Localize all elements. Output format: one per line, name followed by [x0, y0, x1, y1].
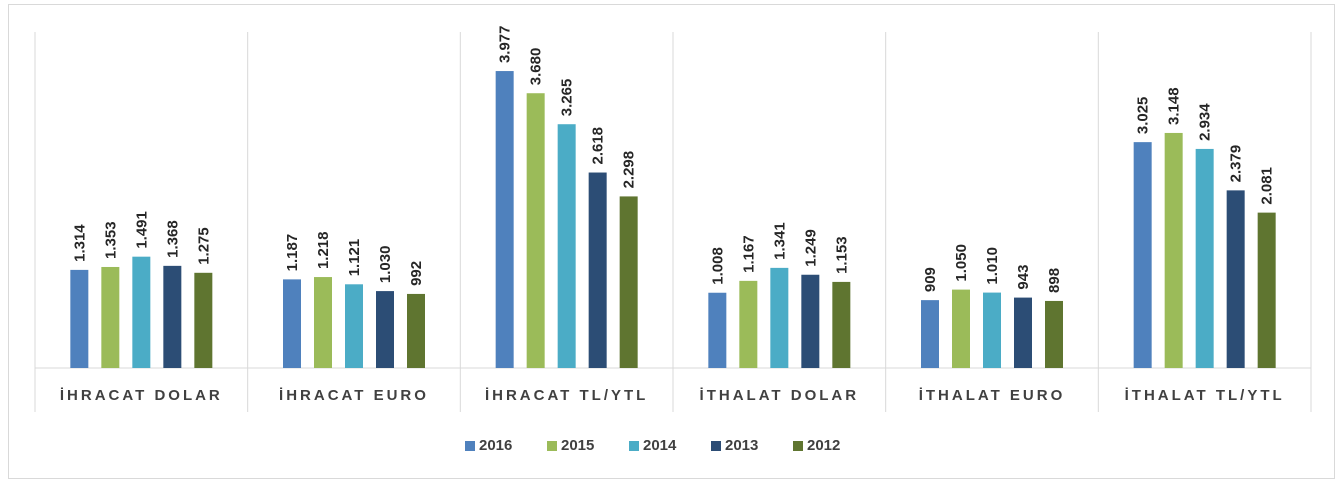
- value-label: 1.368: [164, 220, 181, 258]
- bar: [1195, 148, 1214, 368]
- bar: [194, 272, 213, 368]
- value-label: 992: [408, 261, 425, 286]
- x-tick-label: İTHALAT TL/YTL: [1125, 387, 1285, 404]
- x-tick-label: İTHALAT EURO: [919, 387, 1066, 404]
- x-tick-label: İHRACAT TL/YTL: [485, 387, 648, 404]
- legend-label: 2013: [725, 437, 758, 454]
- bar: [801, 274, 820, 368]
- bar: [708, 292, 727, 368]
- bar: [832, 281, 851, 368]
- value-label: 3.265: [559, 79, 576, 117]
- bar: [1045, 300, 1063, 368]
- bar: [132, 256, 151, 368]
- value-label: 2.081: [1259, 167, 1276, 205]
- value-label: 1.050: [953, 244, 970, 282]
- value-label: 1.314: [71, 224, 88, 262]
- bar: [983, 292, 1001, 368]
- bar: [163, 265, 182, 368]
- value-label: 1.249: [802, 229, 819, 267]
- x-tick-label: İTHALAT DOLAR: [700, 387, 860, 404]
- value-label: 1.491: [133, 211, 150, 249]
- value-label: 2.298: [621, 151, 638, 189]
- value-label: 1.187: [284, 234, 301, 272]
- legend-label: 2016: [479, 437, 512, 454]
- bar: [101, 266, 120, 368]
- value-label: 3.025: [1135, 97, 1152, 135]
- bar: [770, 267, 789, 368]
- value-label: 1.030: [377, 246, 394, 284]
- legend-label: 2015: [561, 437, 594, 454]
- value-label: 3.680: [528, 48, 545, 86]
- legend-label: 2012: [807, 437, 840, 454]
- value-label: 1.121: [346, 239, 363, 277]
- bar: [619, 196, 638, 368]
- bar: [345, 284, 363, 368]
- bar: [1014, 297, 1032, 368]
- bar: [1257, 212, 1276, 368]
- value-label: 1.008: [709, 247, 726, 285]
- chart-border: [8, 4, 1335, 479]
- value-label: 1.153: [833, 236, 850, 274]
- bar: [495, 71, 514, 369]
- legend-swatch: [465, 441, 475, 451]
- value-label: 943: [1015, 265, 1032, 290]
- value-label: 1.341: [771, 222, 788, 260]
- value-label: 1.167: [740, 235, 757, 273]
- x-tick-label: İHRACAT EURO: [279, 387, 429, 404]
- value-label: 2.618: [590, 127, 607, 165]
- value-label: 1.353: [102, 221, 119, 259]
- legend-swatch: [711, 441, 721, 451]
- bar: [1164, 132, 1183, 368]
- value-label: 1.218: [315, 232, 332, 270]
- value-label: 909: [922, 267, 939, 292]
- bar: [407, 293, 425, 368]
- legend-swatch: [629, 441, 639, 451]
- legend-label: 2014: [643, 437, 677, 454]
- bar: [921, 300, 939, 368]
- bar: [1226, 190, 1245, 368]
- bar: [1133, 142, 1152, 368]
- bar: [70, 269, 89, 368]
- value-label: 2.379: [1228, 145, 1245, 183]
- bar: [557, 124, 576, 368]
- value-label: 1.010: [984, 247, 1001, 285]
- x-tick-label: İHRACAT DOLAR: [60, 387, 223, 404]
- bar: [283, 279, 301, 368]
- bar: [588, 172, 607, 368]
- bar: [952, 289, 970, 368]
- value-label: 3.977: [497, 26, 514, 64]
- value-label: 1.275: [195, 227, 212, 265]
- bar: [739, 280, 758, 368]
- legend-swatch: [793, 441, 803, 451]
- bar: [526, 93, 545, 368]
- value-label: 898: [1046, 268, 1063, 293]
- value-label: 3.148: [1166, 87, 1183, 125]
- value-label: 2.934: [1197, 103, 1214, 141]
- legend-swatch: [547, 441, 557, 451]
- bar: [314, 277, 332, 368]
- bar: [376, 291, 394, 368]
